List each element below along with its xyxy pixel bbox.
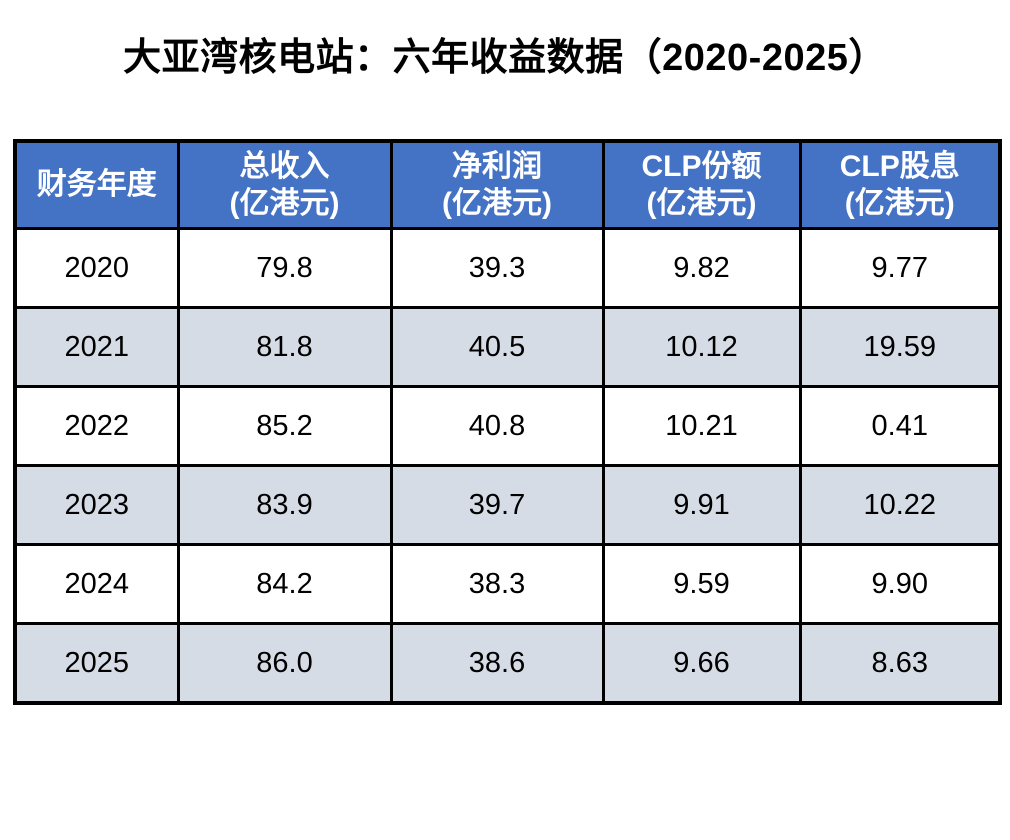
table-header-row: 财务年度 总收入 (亿港元) 净利润 (亿港元) CLP份额 (亿港元) CLP… <box>13 139 1002 230</box>
value-cell-revenue: 85.2 <box>176 385 393 467</box>
column-header-label: CLP股息 <box>839 149 960 183</box>
value-cell-profit: 40.8 <box>389 385 605 467</box>
value-cell-clp-share: 10.21 <box>601 385 802 467</box>
table-row-2024: 2024 84.2 38.3 9.59 9.90 <box>13 543 1002 625</box>
revenue-data-table: 财务年度 总收入 (亿港元) 净利润 (亿港元) CLP份额 (亿港元) CLP… <box>13 139 1002 705</box>
table-row-2025: 2025 86.0 38.6 9.66 8.63 <box>13 622 1002 705</box>
year-cell: 2021 <box>13 306 180 388</box>
value-cell-clp-share: 9.82 <box>601 227 802 309</box>
value-cell-revenue: 84.2 <box>176 543 393 625</box>
column-header-unit: (亿港元) <box>646 187 757 220</box>
column-header-unit: (亿港元) <box>442 187 552 220</box>
value-cell-clp-share: 10.12 <box>601 306 802 388</box>
value-cell-clp-dividend: 19.59 <box>798 306 1002 388</box>
value-cell-clp-dividend: 10.22 <box>798 464 1002 546</box>
table-row-2020: 2020 79.8 39.3 9.82 9.77 <box>13 227 1002 309</box>
table-row-2022: 2022 85.2 40.8 10.21 0.41 <box>13 385 1002 467</box>
value-cell-clp-dividend: 9.77 <box>798 227 1002 309</box>
value-cell-revenue: 79.8 <box>176 227 393 309</box>
value-cell-clp-dividend: 0.41 <box>798 385 1002 467</box>
value-cell-profit: 38.6 <box>389 622 605 705</box>
value-cell-revenue: 86.0 <box>176 622 393 705</box>
value-cell-revenue: 83.9 <box>176 464 393 546</box>
column-header-total-revenue: 总收入 (亿港元) <box>176 139 393 230</box>
column-header-label: 财务年度 <box>36 168 157 202</box>
column-header-fiscal-year: 财务年度 <box>13 139 180 230</box>
table-row-2023: 2023 83.9 39.7 9.91 10.22 <box>13 464 1002 546</box>
value-cell-profit: 40.5 <box>389 306 605 388</box>
table-row-2021: 2021 81.8 40.5 10.12 19.59 <box>13 306 1002 388</box>
year-cell: 2025 <box>13 622 180 705</box>
value-cell-profit: 39.7 <box>389 464 605 546</box>
value-cell-clp-dividend: 9.90 <box>798 543 1002 625</box>
value-cell-revenue: 81.8 <box>176 306 393 388</box>
column-header-clp-dividend: CLP股息 (亿港元) <box>798 139 1002 230</box>
column-header-clp-share: CLP份额 (亿港元) <box>601 139 802 230</box>
value-cell-clp-share: 9.91 <box>601 464 802 546</box>
year-cell: 2024 <box>13 543 180 625</box>
value-cell-clp-share: 9.66 <box>601 622 802 705</box>
column-header-label: 净利润 <box>452 149 542 183</box>
value-cell-clp-dividend: 8.63 <box>798 622 1002 705</box>
year-cell: 2020 <box>13 227 180 309</box>
column-header-net-profit: 净利润 (亿港元) <box>389 139 605 230</box>
year-cell: 2023 <box>13 464 180 546</box>
column-header-unit: (亿港元) <box>844 187 955 220</box>
year-cell: 2022 <box>13 385 180 467</box>
value-cell-clp-share: 9.59 <box>601 543 802 625</box>
column-header-unit: (亿港元) <box>229 187 340 220</box>
value-cell-profit: 39.3 <box>389 227 605 309</box>
column-header-label: 总收入 <box>239 149 330 183</box>
column-header-label: CLP份额 <box>641 149 762 183</box>
page-title: 大亚湾核电站：六年收益数据（2020-2025） <box>123 37 887 79</box>
value-cell-profit: 38.3 <box>389 543 605 625</box>
